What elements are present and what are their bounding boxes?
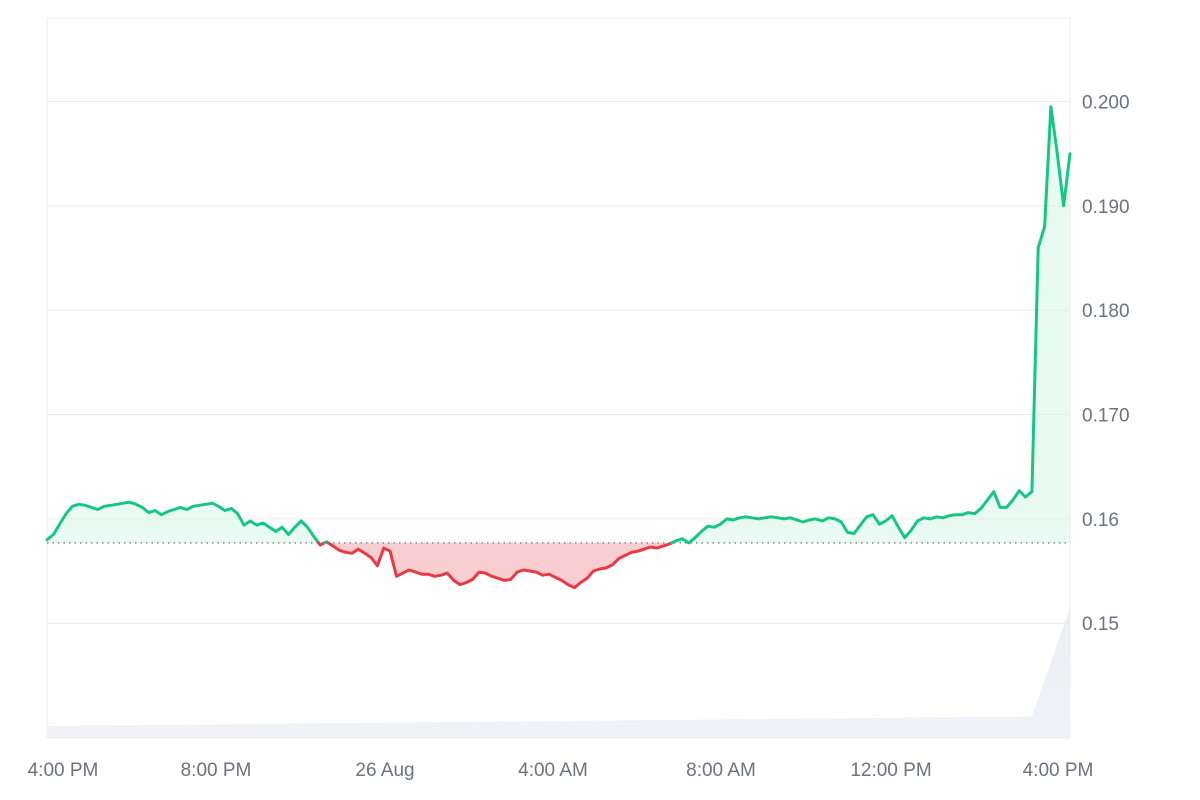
y-axis-ticks: 0.15 0.16 0.170 0.180 0.190 0.200 bbox=[1082, 92, 1130, 635]
x-tick-label: 12:00 PM bbox=[850, 760, 931, 781]
y-tick-label: 0.200 bbox=[1082, 92, 1130, 113]
price-line-down bbox=[317, 541, 326, 547]
area-above-baseline bbox=[47, 502, 319, 543]
price-line-up bbox=[45, 500, 321, 545]
x-tick-label: 4:00 PM bbox=[28, 760, 99, 781]
y-tick-label: 0.170 bbox=[1082, 406, 1130, 427]
area-below-baseline bbox=[328, 542, 672, 588]
y-tick-label: 0.15 bbox=[1082, 614, 1119, 635]
price-lines bbox=[45, 105, 1072, 590]
x-tick-label: 26 Aug bbox=[355, 760, 414, 781]
y-tick-label: 0.190 bbox=[1082, 197, 1130, 218]
plot-frame bbox=[46, 17, 1071, 739]
price-line-up bbox=[670, 105, 1072, 545]
volume-area bbox=[47, 608, 1070, 738]
x-tick-label: 8:00 PM bbox=[181, 760, 252, 781]
x-axis-ticks: 4:00 PM 8:00 PM 26 Aug 4:00 AM 8:00 AM 12:00 … bbox=[28, 760, 1094, 781]
area-fills bbox=[47, 106, 1070, 588]
x-tick-label: 8:00 AM bbox=[686, 760, 756, 781]
price-line-down bbox=[326, 541, 674, 590]
area-above-baseline bbox=[671, 106, 1070, 543]
volume-shape bbox=[47, 608, 1070, 738]
x-tick-label: 4:00 PM bbox=[1023, 760, 1094, 781]
y-tick-label: 0.16 bbox=[1082, 510, 1119, 531]
x-tick-label: 4:00 AM bbox=[518, 760, 588, 781]
y-tick-label: 0.180 bbox=[1082, 301, 1130, 322]
